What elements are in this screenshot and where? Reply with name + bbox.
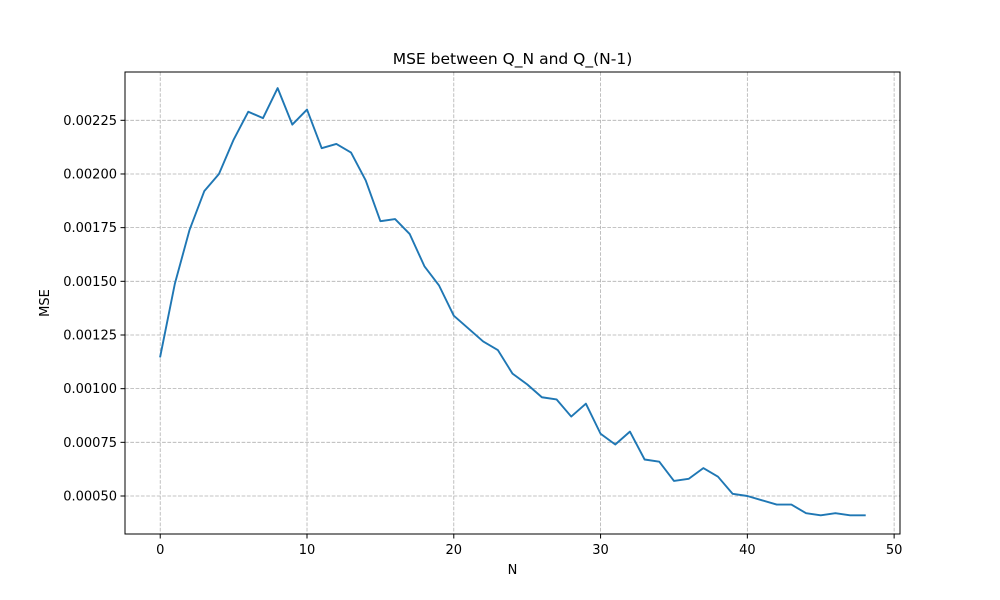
y-tick-label: 0.00150 [63,275,117,290]
y-tick-label: 0.00175 [63,221,117,236]
x-tick-label: 30 [592,543,609,558]
axis-ticks: 0 10 20 30 40 50 0.00050 0.00075 0.00100 0.00125 0… [63,114,902,558]
y-tick-label: 0.00100 [63,382,117,397]
grid [125,72,900,534]
plot-area-frame [124,71,901,535]
x-tick-label: 0 [156,543,164,558]
x-axis-title: N [508,563,518,578]
mse-series-line [159,87,866,517]
y-tick-label: 0.00125 [63,328,117,343]
x-tick-label: 10 [299,543,316,558]
x-tick-label: 20 [446,543,463,558]
x-tick-label: 40 [739,543,756,558]
y-tick-label: 0.00075 [63,436,117,451]
y-tick-label: 0.00050 [63,490,117,505]
y-tick-label: 0.00225 [63,114,117,129]
x-tick-label: 50 [886,543,903,558]
y-axis-title: MSE [38,289,53,317]
y-tick-label: 0.00200 [63,167,117,182]
data-series [159,87,866,517]
chart-title: MSE between Q_N and Q_(N-1) [393,50,633,69]
